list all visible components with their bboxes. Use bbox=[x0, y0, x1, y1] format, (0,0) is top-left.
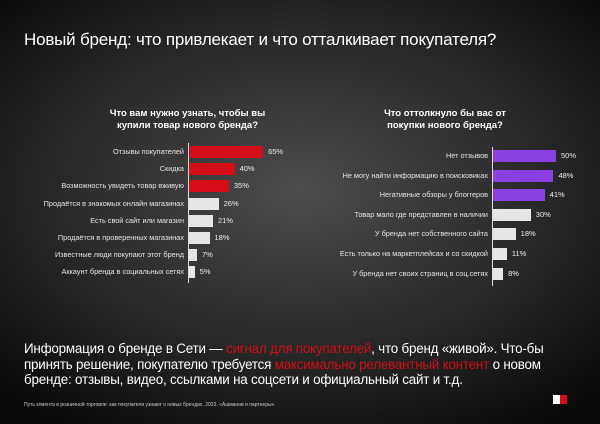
bar bbox=[189, 266, 195, 279]
bar bbox=[493, 248, 507, 260]
value-label: 40% bbox=[239, 164, 255, 174]
bar-label: Скидка bbox=[159, 164, 184, 174]
bar-label: Негативные обзоры у блоггеров bbox=[379, 190, 488, 200]
value-label: 65% bbox=[268, 147, 284, 156]
value-label: 7% bbox=[201, 250, 213, 260]
value-label: 41% bbox=[549, 190, 565, 200]
bar-label: Продаётся в знакомых онлайн магазинах bbox=[43, 198, 184, 208]
bar bbox=[189, 197, 219, 210]
bar-label: Возможность увидеть товар вживую bbox=[61, 181, 184, 191]
bar bbox=[189, 163, 235, 176]
bar bbox=[493, 150, 556, 162]
bar-label: У бренда нет собственного сайта bbox=[374, 229, 488, 239]
value-label: 18% bbox=[520, 229, 536, 239]
bar-label: У бренда нет своих страниц в соц.сетях bbox=[352, 268, 488, 278]
right-chart-title: Что оттолкнуло бы вас от покупки нового … bbox=[384, 108, 506, 131]
bar bbox=[189, 232, 210, 244]
value-label: 50% bbox=[561, 151, 577, 160]
left-chart-title: Что вам нужно узнать, чтобы вы купили то… bbox=[109, 108, 266, 131]
bar bbox=[189, 214, 213, 227]
company-logo bbox=[553, 395, 567, 404]
value-label: 26% bbox=[223, 198, 239, 208]
page-title: Новый бренд: что привлекает и что отталк… bbox=[24, 30, 497, 49]
bar-label: Есть свой сайт или магазин bbox=[90, 215, 184, 225]
bar-label: Есть только на маркетплейсах и со скидко… bbox=[339, 249, 488, 258]
summary-part: Информация о бренде в Сети — bbox=[24, 341, 226, 356]
summary-part: , что бренд «живой». Что-бы принять реше… bbox=[24, 341, 544, 372]
summary-highlight: максимально релевантный контент bbox=[274, 356, 490, 372]
bar-label: Товар мало где представлен в наличии bbox=[354, 209, 488, 219]
value-label: 30% bbox=[535, 209, 551, 219]
source-citation: Путь клиента в розничной торговле: как п… bbox=[24, 402, 275, 408]
bar bbox=[493, 208, 531, 221]
bar-label: Не могу найти информацию в поисковиках bbox=[342, 170, 488, 180]
bar bbox=[189, 180, 229, 193]
bar-label: Аккаунт бренда в социальных сетях bbox=[61, 267, 184, 277]
value-label: 8% bbox=[508, 268, 519, 278]
bar bbox=[189, 146, 264, 158]
bar bbox=[493, 228, 516, 241]
value-label: 21% bbox=[217, 215, 233, 225]
bar-label: Известные люди покупают этот бренд bbox=[54, 250, 184, 260]
value-label: 48% bbox=[558, 170, 574, 180]
bar-label: Продаётся в проверенных магазинах bbox=[57, 233, 184, 242]
chart-axis bbox=[492, 147, 493, 287]
chart-axis bbox=[188, 143, 189, 283]
summary-part: о новом бренде: отзывы, видео, ссылками … bbox=[24, 356, 541, 388]
bar bbox=[493, 169, 554, 182]
bar bbox=[189, 249, 197, 262]
bar bbox=[493, 189, 545, 202]
value-label: 11% bbox=[511, 249, 527, 258]
bar-label: Отзывы покупателей bbox=[112, 147, 184, 156]
summary-text: Информация о бренде в Сети — сигнал для … bbox=[24, 341, 586, 388]
value-label: 35% bbox=[233, 181, 249, 191]
bar bbox=[493, 267, 504, 280]
value-label: 18% bbox=[214, 233, 230, 242]
bar-label: Нет отзывов bbox=[445, 151, 488, 160]
value-label: 5% bbox=[199, 267, 211, 277]
summary-highlight: сигнал для покупателей bbox=[225, 341, 372, 356]
